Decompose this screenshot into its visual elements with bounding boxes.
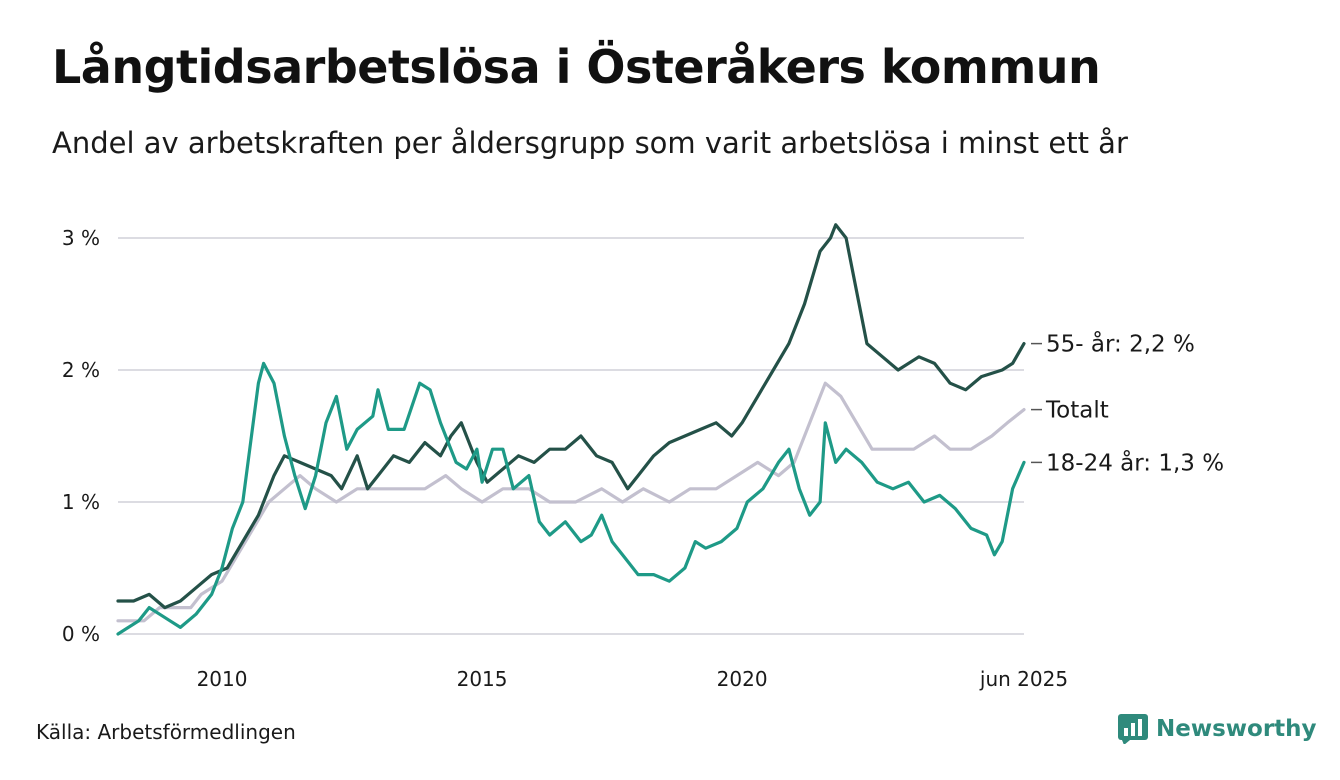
x-tick-label: jun 2025 [979, 667, 1068, 691]
y-tick-label: 1 % [62, 490, 100, 514]
brand-logo: Newsworthy [1118, 714, 1317, 744]
y-tick-label: 2 % [62, 358, 100, 382]
source-credit: Källa: Arbetsförmedlingen [36, 720, 296, 744]
x-tick-label: 2015 [457, 667, 508, 691]
series-line-0 [116, 381, 1026, 623]
series-labels: Totalt 55- år: 2,2 % 18-24 år: 1,3 % [1031, 330, 1224, 476]
chart-title: Långtidsarbetslösa i Österåkers kommun [52, 40, 1101, 94]
series-label: 18-24 år: 1,3 % [1046, 448, 1224, 476]
y-tick-label: 3 % [62, 226, 100, 250]
y-tick-label: 0 % [62, 622, 100, 646]
line-chart: 0 % 1 % 2 % 3 % 2010 2015 2020 jun 2025 Totalt… [62, 223, 1224, 691]
chart-subtitle: Andel av arbetskraften per åldersgrupp s… [52, 126, 1128, 160]
series-label: 55- år: 2,2 % [1046, 330, 1195, 358]
brand-name: Newsworthy [1156, 716, 1317, 742]
x-axis: 2010 2015 2020 jun 2025 [197, 667, 1069, 691]
bar-chart-logo-icon [1118, 714, 1148, 744]
series-label: Totalt [1045, 398, 1109, 424]
series-line-2 [116, 361, 1026, 636]
x-tick-label: 2010 [197, 667, 248, 691]
y-axis: 0 % 1 % 2 % 3 % [62, 226, 100, 646]
series-lines [116, 223, 1026, 636]
x-tick-label: 2020 [717, 667, 768, 691]
grid-lines [118, 237, 1024, 635]
series-line-1 [116, 223, 1026, 610]
